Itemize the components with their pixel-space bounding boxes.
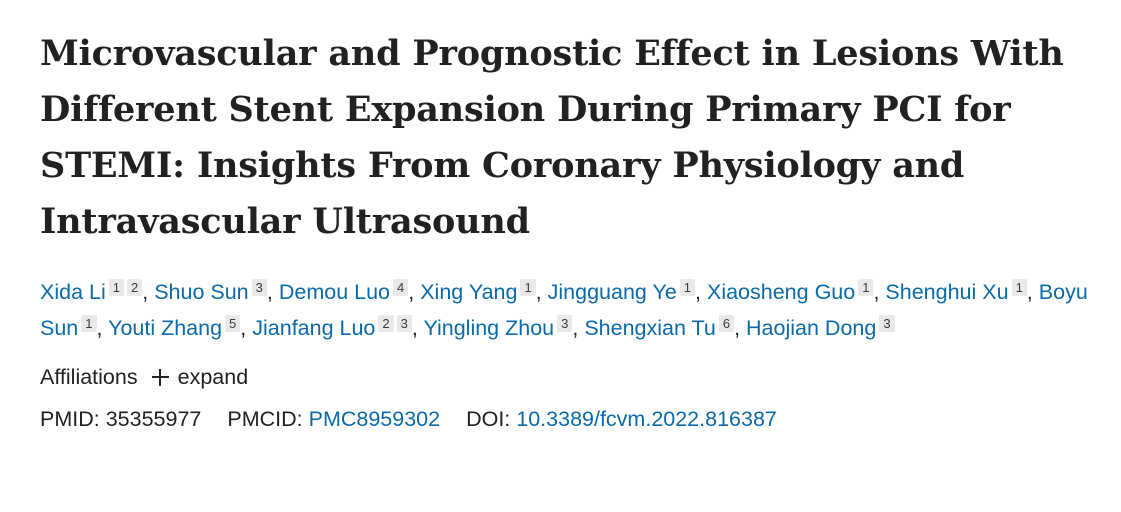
author-separator: , <box>266 280 273 304</box>
pmid-value: 35355977 <box>105 407 202 431</box>
author-separator: , <box>535 280 542 304</box>
doi-label: DOI: <box>466 407 511 431</box>
author-link[interactable]: Demou Luo <box>278 280 390 304</box>
pmid-group: PMID: 35355977 <box>40 407 207 431</box>
affiliation-badge[interactable]: 1 <box>858 279 874 296</box>
author-link[interactable]: Shuo Sun <box>154 280 249 304</box>
affiliation-badge[interactable]: 2 <box>378 315 394 332</box>
pmcid-group: PMCID: PMC8959302 <box>227 407 446 431</box>
author-entry: Shengxian Tu 6 <box>584 315 735 340</box>
affiliations-row: Affiliations expand <box>40 362 1110 392</box>
article-header: Microvascular and Prognostic Effect in L… <box>40 26 1110 434</box>
pmcid-label: PMCID: <box>227 407 303 431</box>
author-link[interactable]: Youti Zhang <box>108 316 223 340</box>
pmcid-link[interactable]: PMC8959302 <box>308 407 441 431</box>
author-separator: , <box>695 280 701 304</box>
affiliation-badge[interactable]: 2 <box>126 279 143 296</box>
author-list: Xida Li 1 2, Shuo Sun 3, Demou Luo 4, Xing Y… <box>40 274 1110 346</box>
doi-group: DOI: 10.3389/fcvm.2022.816387 <box>466 407 777 431</box>
affiliation-badge[interactable]: 4 <box>393 279 409 296</box>
author-entry: Xida Li 1 2 <box>40 279 143 304</box>
author-link[interactable]: Jianfang Luo <box>252 316 376 340</box>
author-separator: , <box>96 316 103 340</box>
author-link[interactable]: Yingling Zhou <box>423 316 555 340</box>
author-entry: Jianfang Luo 2 3 <box>252 315 412 340</box>
affiliation-badge[interactable]: 3 <box>879 315 895 332</box>
author-separator: , <box>734 316 741 340</box>
author-entry: Haojian Dong 3 <box>746 315 895 340</box>
doi-link[interactable]: 10.3389/fcvm.2022.816387 <box>516 407 777 431</box>
author-entry: Youti Zhang 5 <box>108 315 241 340</box>
affiliations-expand-button[interactable]: expand <box>151 362 249 392</box>
author-separator: , <box>142 280 149 304</box>
expand-label: expand <box>177 365 249 389</box>
author-link[interactable]: Shengxian Tu <box>584 316 716 340</box>
author-entry: Boyu Sun 1 <box>40 280 1088 340</box>
author-link[interactable]: Boyu Sun <box>40 280 1088 340</box>
author-entry: Yingling Zhou 3 <box>423 315 573 340</box>
affiliation-badge[interactable]: 5 <box>225 315 241 332</box>
affiliation-badge[interactable]: 1 <box>81 315 97 332</box>
author-entry: Xing Yang 1 <box>420 279 536 304</box>
affiliation-badge[interactable]: 1 <box>1011 279 1027 296</box>
affiliations-label: Affiliations <box>40 365 138 389</box>
author-separator: , <box>408 280 415 304</box>
author-entry: Shuo Sun 3 <box>154 279 267 304</box>
affiliation-badge[interactable]: 3 <box>251 279 267 296</box>
author-link[interactable]: Shenghui Xu <box>885 280 1009 304</box>
author-separator: , <box>873 280 880 304</box>
pmid-label: PMID: <box>40 407 100 431</box>
author-entry: Demou Luo 4 <box>278 279 409 304</box>
affiliation-badge[interactable]: 1 <box>520 279 536 296</box>
identifiers-row: PMID: 35355977 PMCID: PMC8959302 DOI: 10… <box>40 404 1110 434</box>
affiliation-badge[interactable]: 1 <box>679 279 696 296</box>
author-separator: , <box>411 316 418 340</box>
affiliation-badge[interactable]: 3 <box>557 315 573 332</box>
author-separator: , <box>572 316 579 340</box>
plus-icon <box>151 368 169 386</box>
author-link[interactable]: Xing Yang <box>420 280 518 304</box>
author-entry: Jingguang Ye 1 <box>547 279 696 304</box>
article-title: Microvascular and Prognostic Effect in L… <box>40 33 1064 242</box>
author-link[interactable]: Xiaosheng Guo <box>706 280 856 304</box>
affiliation-badge[interactable]: 3 <box>396 315 412 332</box>
affiliation-badge[interactable]: 1 <box>108 279 124 296</box>
author-link[interactable]: Xida Li <box>40 280 106 304</box>
author-link[interactable]: Jingguang Ye <box>547 280 677 304</box>
author-separator: , <box>1026 280 1033 304</box>
author-link[interactable]: Haojian Dong <box>746 316 877 340</box>
affiliation-badge[interactable]: 6 <box>718 315 735 332</box>
author-entry: Xiaosheng Guo 1 <box>706 279 874 304</box>
author-entry: Shenghui Xu 1 <box>885 279 1027 304</box>
author-separator: , <box>240 316 247 340</box>
